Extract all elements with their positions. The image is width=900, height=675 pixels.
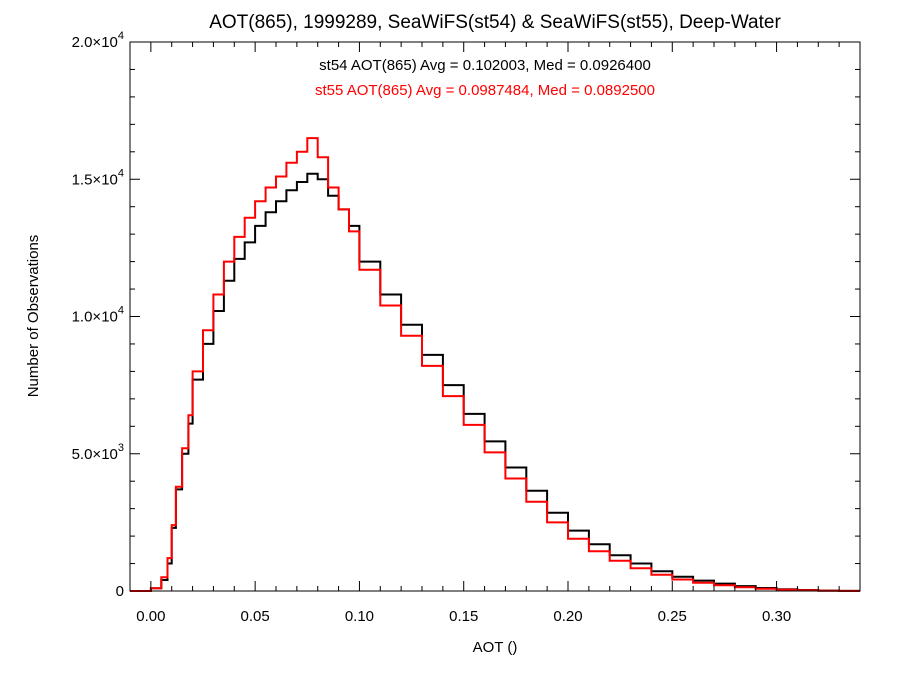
- x-tick-label: 0.10: [345, 608, 374, 625]
- y-tick-label: 0: [116, 583, 124, 600]
- y-tick-mantissa: 0: [116, 583, 124, 600]
- y-tick-mantissa: 1.5×10: [72, 171, 118, 188]
- series-line-st55: [130, 137, 860, 592]
- series-layer: [130, 137, 860, 592]
- y-tick-mantissa: 2.0×10: [72, 34, 118, 51]
- axis-layer: 0.00 0.05 0.10 0.15 0.20 0.25 0.30 0 5.0×103 1.0×…: [72, 30, 861, 625]
- y-tick-mantissa: 1.0×10: [72, 309, 118, 326]
- y-tick-exponent: 3: [118, 442, 124, 454]
- x-tick-label: 0.30: [762, 608, 791, 625]
- y-tick-exponent: 4: [118, 167, 124, 179]
- x-tick-label: 0.15: [449, 608, 478, 625]
- series-st55: [130, 137, 860, 592]
- y-tick-label: 5.0×103: [72, 442, 124, 463]
- y-tick-mantissa: 5.0×10: [72, 446, 118, 463]
- x-tick-label: 0.20: [553, 608, 582, 625]
- x-axis-label: AOT (): [473, 639, 518, 656]
- x-tick-label: 0.00: [136, 608, 165, 625]
- chart-title: AOT(865), 1999289, SeaWiFS(st54) & SeaWi…: [209, 12, 781, 33]
- x-tick-label: 0.25: [658, 608, 687, 625]
- annotation-st55: st55 AOT(865) Avg = 0.0987484, Med = 0.0…: [315, 82, 655, 99]
- y-tick-label: 1.0×104: [72, 305, 124, 326]
- annotation-st54: st54 AOT(865) Avg = 0.102003, Med = 0.09…: [319, 57, 651, 74]
- y-tick-label: 1.5×104: [72, 167, 124, 188]
- y-tick-exponent: 4: [118, 305, 124, 317]
- y-tick-label: 2.0×104: [72, 30, 124, 51]
- y-tick-exponent: 4: [118, 30, 124, 42]
- x-tick-label: 0.05: [241, 608, 270, 625]
- y-axis-label: Number of Observations: [25, 235, 42, 398]
- plot-frame: [129, 41, 861, 592]
